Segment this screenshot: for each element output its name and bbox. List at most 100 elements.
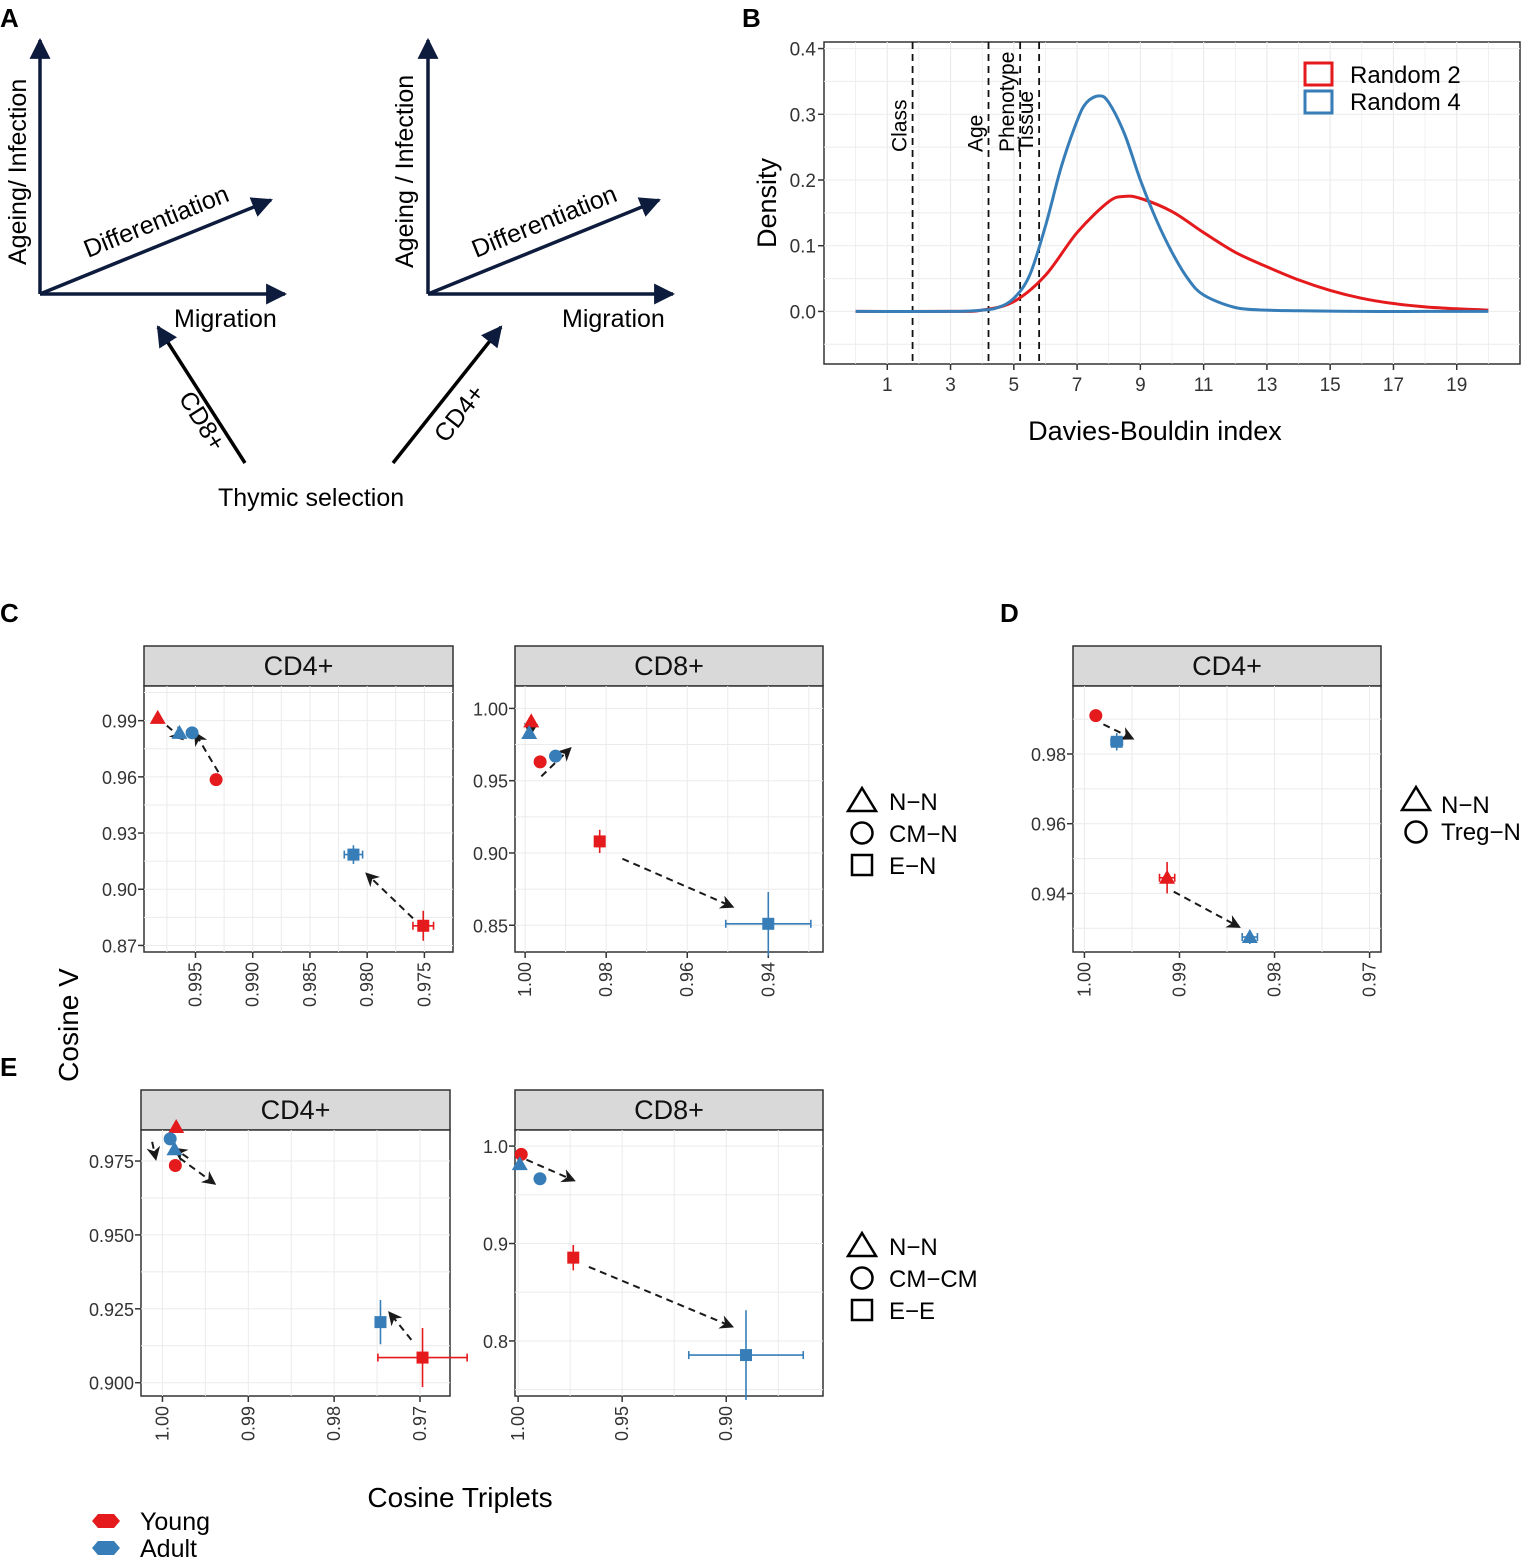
- right-y-axis-label: Ageing / Infection: [391, 75, 419, 268]
- trajectory-arrow: [146, 1141, 161, 1161]
- legend-c: N−N CM−N E−N: [845, 785, 958, 880]
- density-x-tick-label: 11: [1194, 375, 1214, 396]
- right-diag-axis: [427, 197, 661, 296]
- density-x-tick-label: 9: [1135, 375, 1146, 396]
- legend-d-label-2: Treg−N: [1441, 819, 1521, 846]
- trajectory-arrow: [1102, 723, 1135, 740]
- facet-y-tick-label: 0.95: [473, 772, 508, 792]
- facet-title: CD4+: [261, 1095, 331, 1125]
- point-adult-triangle: [1241, 929, 1258, 944]
- point-adult-square: [762, 917, 775, 930]
- point-adult-triangle: [511, 1156, 528, 1171]
- trajectory-arrow: [365, 872, 414, 920]
- facet-strip: [514, 645, 824, 687]
- legend-e-triangle-icon: [845, 1230, 879, 1258]
- facet-x-tick-label: 0.99: [1169, 962, 1189, 997]
- facet-x-tick-label: 0.98: [324, 1406, 344, 1441]
- point-young-square: [567, 1251, 580, 1264]
- facet-x-tick-label: 1.00: [1074, 962, 1094, 997]
- shared-x-axis-title: Cosine Triplets: [367, 1482, 552, 1513]
- panel-e-cd4-facet: CD4+ 1.00 0.99 0.98 0.97 0.900 0.925 0.950 0.975: [89, 1089, 468, 1441]
- density-series: [855, 94, 1489, 314]
- density-legend: Random 2 Random 4: [1303, 61, 1461, 116]
- facet-y-tick-label: 0.975: [89, 1152, 134, 1172]
- facet-x-tick-label: 0.975: [414, 962, 434, 1007]
- legend-d-label-1: N−N: [1441, 792, 1490, 819]
- facet-y-tick-label: 0.90: [473, 844, 508, 864]
- cd4-arrow-label: CD4+: [429, 380, 491, 448]
- right-diag-axis-label: Differentiation: [468, 180, 621, 264]
- facet-plot-area: [143, 685, 454, 953]
- facet-x-tick-label: 0.985: [300, 962, 320, 1007]
- point-young-circle: [168, 1158, 182, 1172]
- density-x-tick-label: 19: [1446, 375, 1467, 396]
- density-y-tick-label: 0.4: [790, 40, 817, 61]
- facet-y-tick-label: 0.96: [102, 768, 137, 788]
- panel-c-cd8-facet: CD8+ 1.00 0.98 0.96 0.94 0.85 0.90 0.95 1.00: [473, 645, 824, 997]
- legend-c-label-3: E−N: [889, 853, 936, 880]
- facet-plot-area: [140, 1129, 451, 1397]
- facet-x-tick-label: 0.90: [716, 1406, 736, 1441]
- reference-label-tissue: Tissue: [1015, 91, 1038, 152]
- legend-d: N−N Treg−N: [1399, 784, 1521, 846]
- facet-strip: [514, 1089, 824, 1131]
- legend-c-label-2: CM−N: [889, 821, 958, 848]
- shared-y-axis-title: Cosine V: [53, 968, 84, 1082]
- point-adult-circle: [163, 1132, 177, 1146]
- facet-title: CD4+: [1192, 651, 1262, 681]
- facet-x-tick-label: 0.95: [612, 1406, 632, 1441]
- density-y-axis-title: Density: [752, 157, 782, 248]
- legend-e: N−N CM−CM E−E: [845, 1230, 978, 1325]
- trajectory-arrow: [388, 1311, 413, 1341]
- point-adult-square: [347, 848, 360, 861]
- point-adult-square: [740, 1349, 752, 1362]
- legend-label-random-4: Random 4: [1350, 89, 1461, 116]
- legend-e-circle-icon: [850, 1266, 874, 1290]
- reference-label-phenotype: Phenotype: [996, 52, 1019, 152]
- panel-label-a: A: [0, 3, 19, 33]
- facet-y-tick-label: 0.900: [89, 1374, 134, 1394]
- density-y-tick-label: 0.0: [790, 302, 816, 323]
- panel-e-cd8-facet: CD8+ 1.00 0.95 0.90 0.8 0.9 1.0: [483, 1089, 824, 1441]
- facet-x-tick-label: 0.99: [238, 1406, 258, 1441]
- point-adult-triangle: [171, 724, 188, 739]
- panel-label-e: E: [0, 1052, 17, 1082]
- point-young-circle: [533, 755, 547, 769]
- cd8-arrow-label: CD8+: [173, 386, 231, 456]
- facet-y-tick-label: 0.925: [89, 1300, 134, 1320]
- young-label: Young: [140, 1508, 210, 1536]
- trajectory-arrow: [194, 731, 220, 773]
- adult-swatch-icon: [92, 1541, 120, 1555]
- facet-y-tick-label: 0.8: [483, 1332, 508, 1352]
- facet-y-tick-label: 0.9: [483, 1235, 508, 1255]
- right-x-axis-label: Migration: [562, 305, 665, 333]
- legend-c-label-1: N−N: [889, 789, 938, 816]
- point-young-square: [593, 835, 606, 848]
- facet-x-tick-label: 0.94: [758, 962, 778, 997]
- point-adult-triangle: [166, 1141, 183, 1156]
- panel-label-d: D: [1000, 598, 1019, 628]
- panel-a-diagram: Ageing/ Infection Differentiation Migrat…: [4, 37, 676, 512]
- facet-x-tick-label: 1.00: [515, 962, 535, 997]
- density-line-random-2: [855, 194, 1489, 314]
- trajectory-arrow: [540, 746, 572, 778]
- legend-e-label-3: E−E: [889, 1298, 935, 1325]
- density-y-tick-label: 0.1: [790, 237, 816, 258]
- point-young-triangle: [1159, 869, 1176, 884]
- thymic-selection-label: Thymic selection: [218, 484, 404, 512]
- point-young-square: [417, 919, 430, 932]
- facet-x-tick-label: 1.00: [152, 1406, 172, 1441]
- facet-x-tick-label: 0.97: [1360, 962, 1380, 997]
- panel-label-b: B: [742, 3, 761, 33]
- adult-label: Adult: [140, 1535, 197, 1562]
- left-y-axis-label: Ageing/ Infection: [4, 79, 32, 265]
- facet-plot-area: [514, 685, 824, 953]
- facet-y-tick-label: 0.85: [473, 916, 508, 936]
- facet-y-tick-label: 0.98: [1031, 745, 1066, 765]
- density-x-tick-label: 17: [1383, 375, 1404, 396]
- cd8-arrow: [156, 325, 247, 464]
- cd4-arrow: [391, 325, 503, 465]
- trajectory-arrow: [588, 1265, 735, 1329]
- facet-x-tick-label: 0.98: [596, 962, 616, 997]
- facet-x-tick-label: 0.96: [677, 962, 697, 997]
